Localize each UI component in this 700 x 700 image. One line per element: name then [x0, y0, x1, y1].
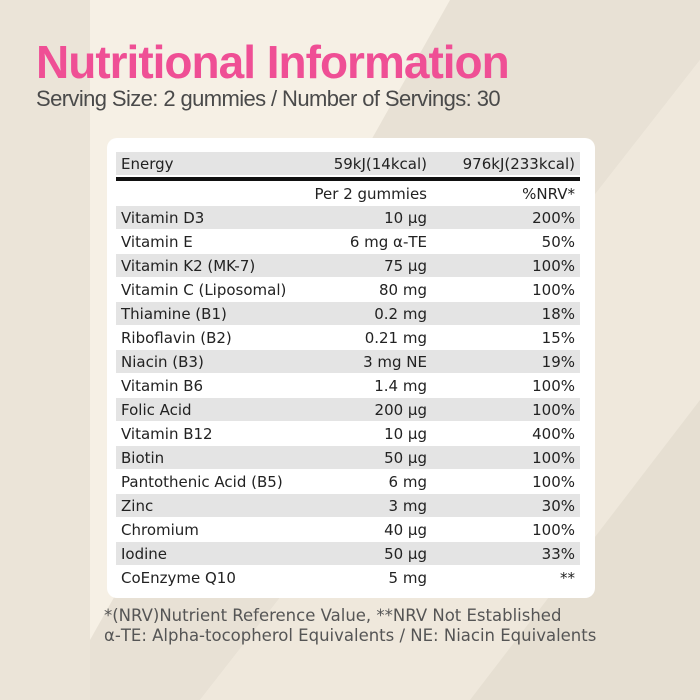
nutrient-name: Vitamin K2 (MK-7)	[121, 256, 256, 275]
nutrition-table: Energy 59kJ(14kcal) 976kJ(233kcal) Per 2…	[107, 138, 595, 598]
nutrient-nrv: 100%	[532, 520, 575, 539]
nutrient-nrv: 33%	[541, 544, 575, 563]
nutrient-amount: 200 µg	[374, 400, 427, 419]
nutrient-name: Zinc	[121, 496, 154, 515]
nutrient-name: Vitamin B12	[121, 424, 213, 443]
energy-per-serving: 59kJ(14kcal)	[333, 154, 427, 173]
energy-per-pack: 976kJ(233kcal)	[462, 154, 575, 173]
table-row: Vitamin D3 10 µg 200%	[116, 206, 580, 229]
table-row: Niacin (B3) 3 mg NE 19%	[116, 350, 580, 373]
nutrient-amount: 75 µg	[384, 256, 427, 275]
nutrient-amount: 6 mg	[388, 472, 427, 491]
nutrient-nrv: 15%	[541, 328, 575, 347]
header-per-serving: Per 2 gummies	[314, 184, 427, 203]
nutrient-amount: 10 µg	[384, 208, 427, 227]
table-row: Pantothenic Acid (B5) 6 mg 100%	[116, 470, 580, 493]
nutrient-name: Riboflavin (B2)	[121, 328, 232, 347]
nutrient-name: Vitamin C (Liposomal)	[121, 280, 287, 299]
nutrient-nrv: 18%	[541, 304, 575, 323]
table-row: Thiamine (B1) 0.2 mg 18%	[116, 302, 580, 325]
nutrient-name: Pantothenic Acid (B5)	[121, 472, 283, 491]
header-row: Per 2 gummies %NRV*	[116, 182, 580, 205]
nutrient-name: Iodine	[121, 544, 168, 563]
header-nrv: %NRV*	[522, 184, 575, 203]
nutrient-amount: 50 µg	[384, 544, 427, 563]
divider	[116, 177, 580, 181]
table-row: Vitamin B6 1.4 mg 100%	[116, 374, 580, 397]
nutrient-name: Vitamin B6	[121, 376, 204, 395]
nutrient-nrv: 200%	[532, 208, 575, 227]
nutrient-name: Thiamine (B1)	[121, 304, 227, 323]
energy-row: Energy 59kJ(14kcal) 976kJ(233kcal)	[116, 152, 580, 175]
table-row: Vitamin B12 10 µg 400%	[116, 422, 580, 445]
nutrient-nrv: 100%	[532, 280, 575, 299]
footnote-nrv: *(NRV)Nutrient Reference Value, **NRV No…	[104, 606, 562, 625]
table-row: Vitamin C (Liposomal) 80 mg 100%	[116, 278, 580, 301]
nutrient-nrv: 100%	[532, 376, 575, 395]
nutrient-nrv: 100%	[532, 472, 575, 491]
nutrient-name: Folic Acid	[121, 400, 192, 419]
nutrient-amount: 5 mg	[388, 568, 427, 587]
table-row: Vitamin K2 (MK-7) 75 µg 100%	[116, 254, 580, 277]
nutrient-amount: 0.21 mg	[364, 328, 427, 347]
nutrient-nrv: **	[560, 568, 575, 587]
serving-info: Serving Size: 2 gummies / Number of Serv…	[36, 86, 501, 111]
nutrient-name: Vitamin E	[121, 232, 193, 251]
nutrient-amount: 1.4 mg	[374, 376, 427, 395]
nutrient-amount: 0.2 mg	[374, 304, 427, 323]
nutrient-nrv: 100%	[532, 448, 575, 467]
nutrient-nrv: 100%	[532, 256, 575, 275]
table-row: CoEnzyme Q10 5 mg **	[116, 566, 580, 589]
nutrient-name: Vitamin D3	[121, 208, 205, 227]
table-row: Vitamin E 6 mg α-TE 50%	[116, 230, 580, 253]
energy-label: Energy	[121, 154, 174, 173]
nutrient-nrv: 400%	[532, 424, 575, 443]
nutrient-nrv: 19%	[541, 352, 575, 371]
nutrient-name: Biotin	[121, 448, 165, 467]
table-row: Folic Acid 200 µg 100%	[116, 398, 580, 421]
nutrient-amount: 40 µg	[384, 520, 427, 539]
nutrient-name: CoEnzyme Q10	[121, 568, 236, 587]
nutrient-amount: 3 mg	[388, 496, 427, 515]
table-row: Iodine 50 µg 33%	[116, 542, 580, 565]
nutrient-name: Chromium	[121, 520, 199, 539]
nutrient-amount: 80 mg	[379, 280, 427, 299]
nutrient-nrv: 100%	[532, 400, 575, 419]
nutrient-amount: 50 µg	[384, 448, 427, 467]
nutrient-amount: 6 mg α-TE	[349, 232, 427, 251]
nutrient-amount: 10 µg	[384, 424, 427, 443]
nutrient-amount: 3 mg NE	[363, 352, 427, 371]
nutrient-nrv: 30%	[541, 496, 575, 515]
footnote-equivalents: α-TE: Alpha-tocopherol Equivalents / NE:…	[104, 626, 597, 645]
page-title: Nutritional Information	[36, 36, 510, 88]
nutrient-name: Niacin (B3)	[121, 352, 204, 371]
table-row: Chromium 40 µg 100%	[116, 518, 580, 541]
nutrient-nrv: 50%	[541, 232, 575, 251]
table-row: Zinc 3 mg 30%	[116, 494, 580, 517]
table-row: Biotin 50 µg 100%	[116, 446, 580, 469]
table-row: Riboflavin (B2) 0.21 mg 15%	[116, 326, 580, 349]
